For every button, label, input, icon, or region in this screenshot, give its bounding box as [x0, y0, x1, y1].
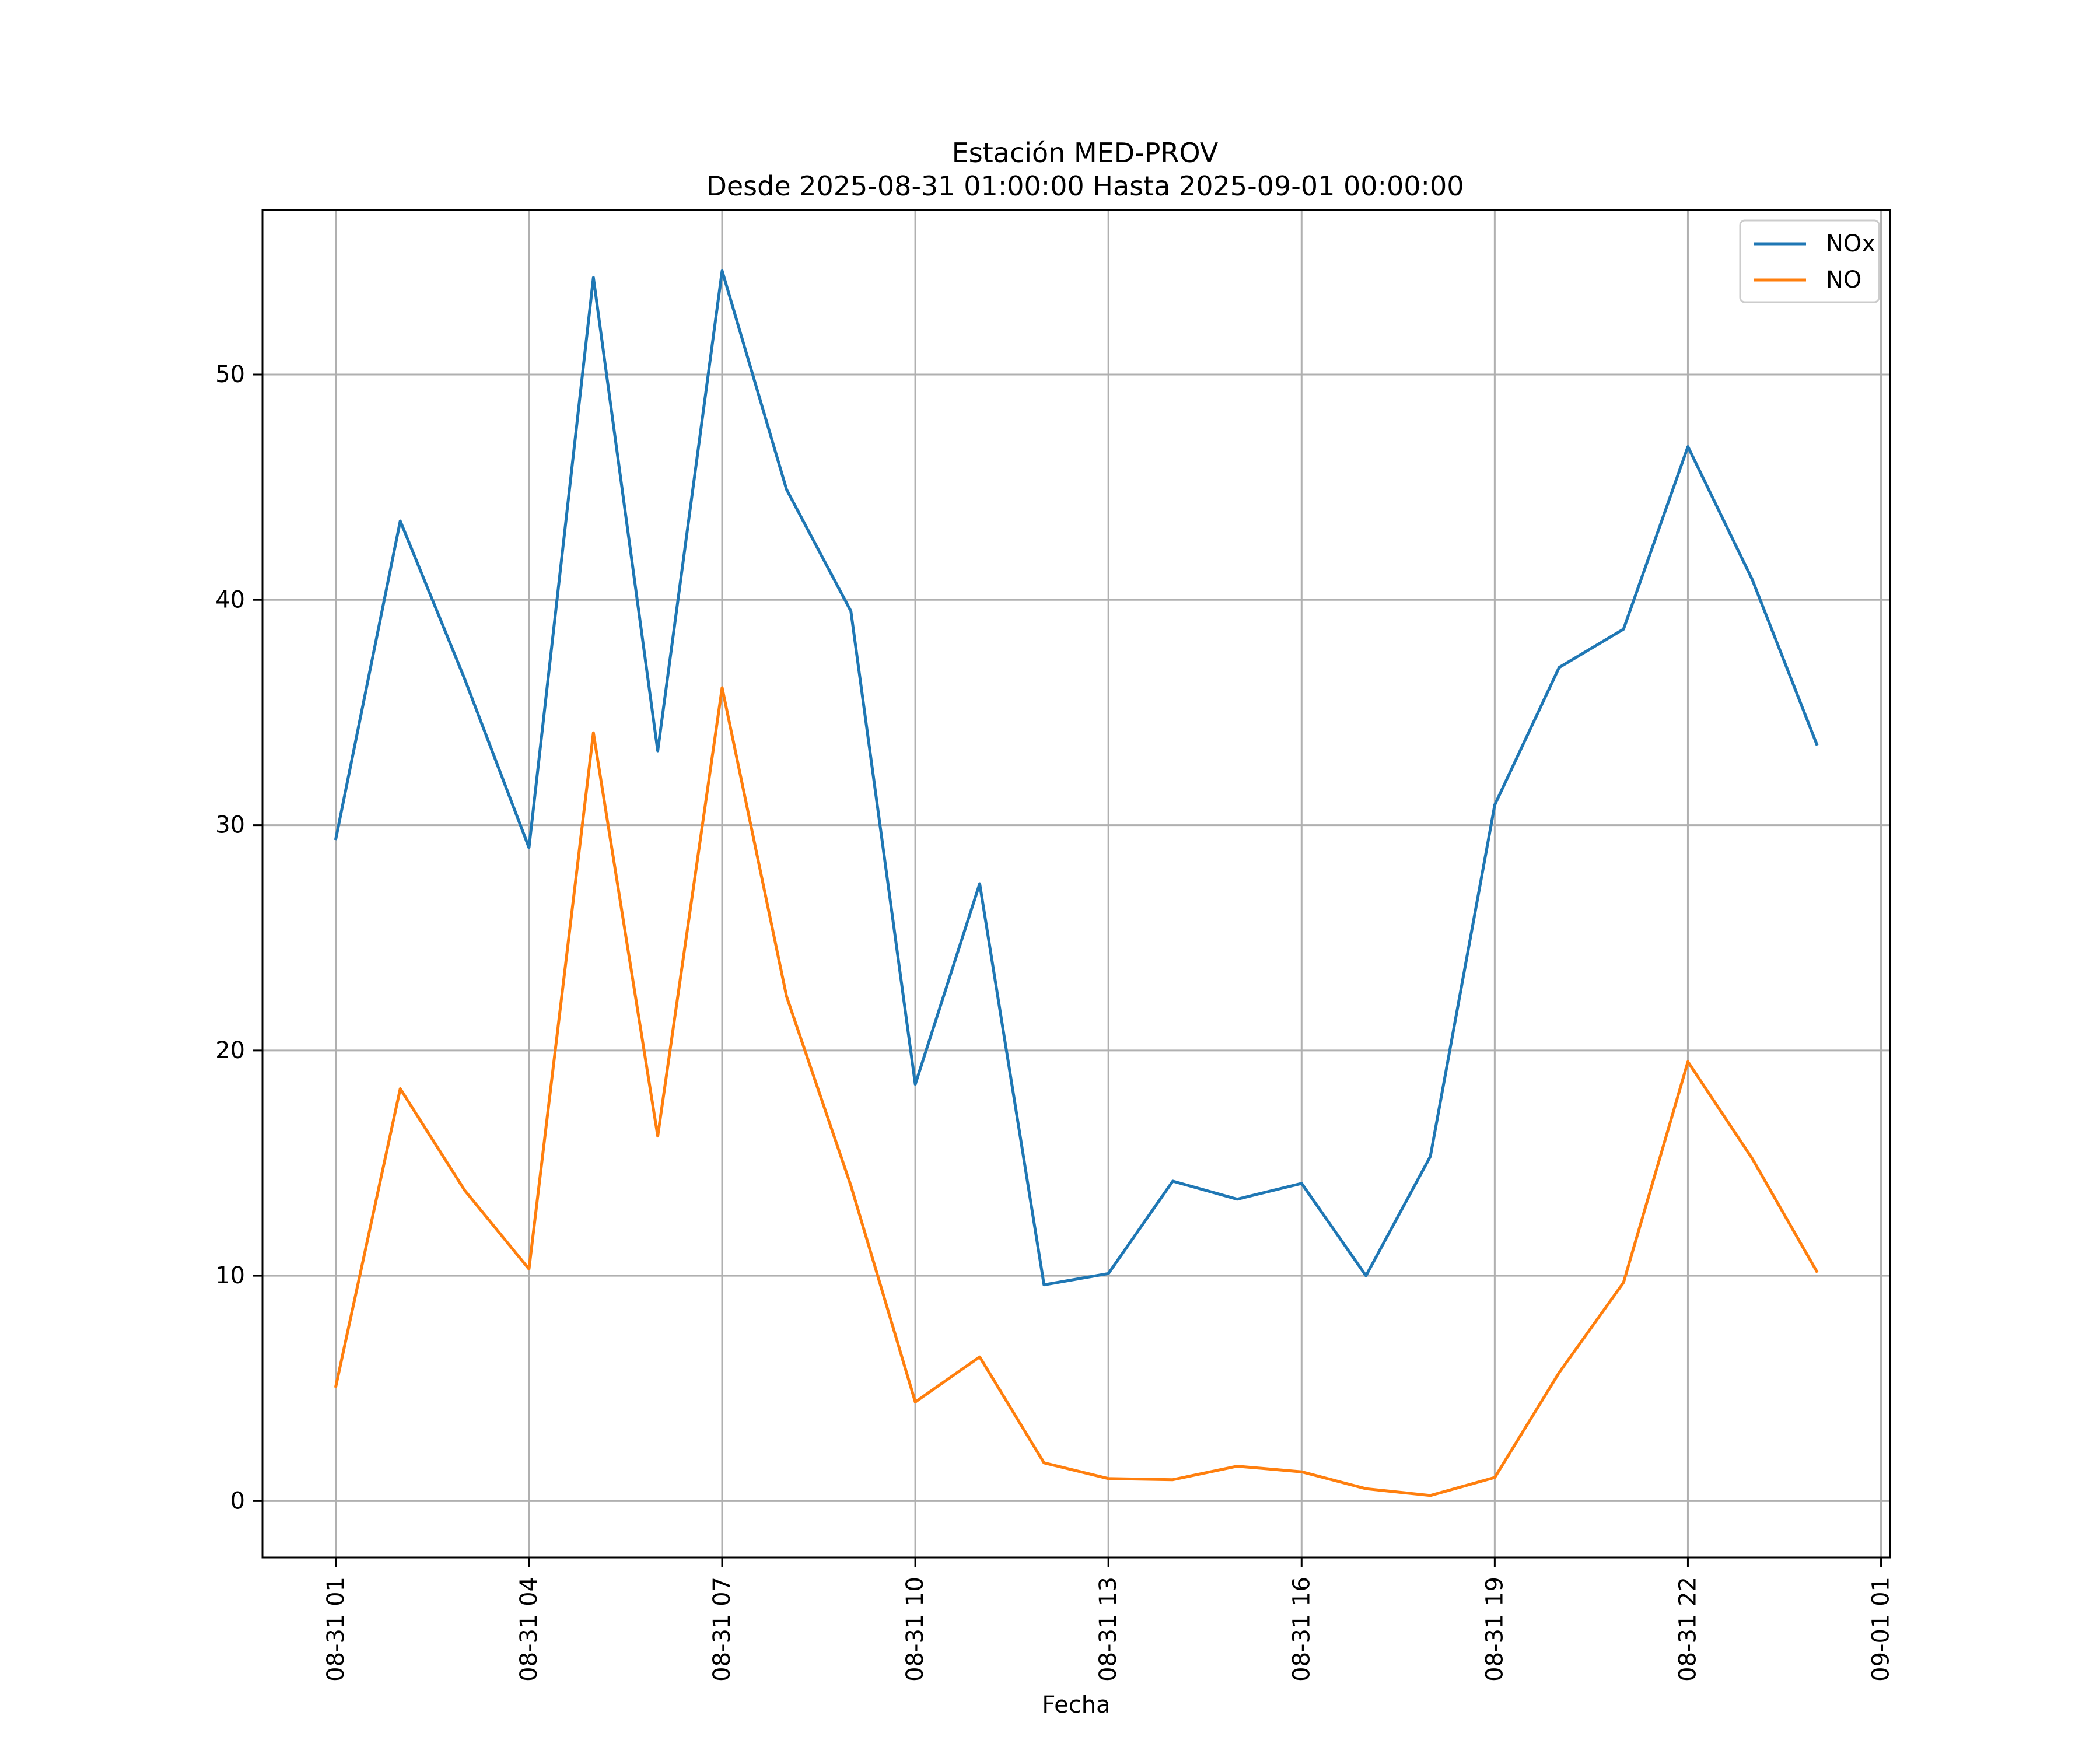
x-tick-label: 09-01 01	[1868, 1577, 1895, 1682]
legend-box	[1739, 219, 1880, 303]
legend: NOx NO	[1739, 219, 1880, 303]
x-tick-label: 08-31 19	[1481, 1577, 1508, 1682]
series-line-nox	[334, 269, 1819, 1287]
chart-title-line2: Desde 2025-08-31 01:00:00 Hasta 2025-09-…	[706, 170, 1464, 202]
x-axis-ticks: 08-31 01 08-31 04 08-31 07 08-31 10 08-31 13…	[323, 1558, 1895, 1682]
x-tick-label: 08-31 22	[1674, 1577, 1701, 1682]
x-gridlines	[335, 210, 1882, 1558]
y-tick-label: 30	[215, 812, 245, 839]
x-tick-label: 08-31 07	[709, 1577, 736, 1682]
legend-label-nox: NOx	[1826, 230, 1875, 257]
series-line-no	[334, 686, 1819, 1497]
y-tick-label: 10	[215, 1262, 245, 1289]
plot-frame	[261, 209, 1891, 1559]
x-tick-label: 08-31 01	[323, 1577, 349, 1682]
y-tick-label: 20	[215, 1037, 245, 1064]
x-tick-label: 08-31 13	[1095, 1577, 1122, 1682]
legend-label-no: NO	[1826, 267, 1861, 293]
y-axis-ticks: 0 10 20 30 40 50	[215, 361, 262, 1514]
y-tick-label: 50	[215, 361, 245, 388]
x-tick-label: 08-31 16	[1288, 1577, 1315, 1682]
x-tick-label: 08-31 10	[902, 1577, 929, 1682]
chart-title-line1: Estación MED-PROV	[952, 137, 1219, 169]
y-tick-label: 40	[215, 586, 245, 613]
y-tick-label: 0	[230, 1488, 245, 1514]
y-gridlines	[262, 373, 1890, 1502]
x-tick-label: 08-31 04	[516, 1577, 542, 1682]
x-axis-label: Fecha	[1042, 1692, 1110, 1718]
series-lines	[334, 269, 1819, 1497]
